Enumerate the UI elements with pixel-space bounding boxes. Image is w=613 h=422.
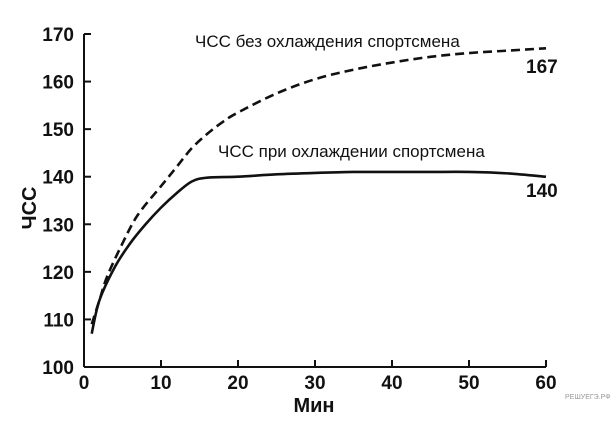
y-tick-label: 120 <box>42 263 74 284</box>
x-tick-label: 30 <box>304 373 325 394</box>
y-tick-label: 170 <box>42 25 74 46</box>
y-tick-label: 100 <box>42 358 74 379</box>
y-tick-label: 140 <box>42 168 74 189</box>
x-tick-label: 20 <box>227 373 248 394</box>
y-tick-label: 150 <box>42 120 74 141</box>
series-line-no-cooling <box>90 46 547 325</box>
end-label-cooling: 140 <box>526 181 558 202</box>
x-tick-label: 50 <box>458 373 479 394</box>
x-tick-label: 10 <box>150 373 171 394</box>
series-lines <box>90 46 547 334</box>
x-axis-label: Мин <box>293 395 334 417</box>
x-tick-label: 40 <box>381 373 402 394</box>
axes <box>83 34 546 368</box>
y-tick-label: 130 <box>42 215 74 236</box>
x-tick-label: 0 <box>79 373 90 394</box>
y-axis-label: ЧСС <box>19 187 41 230</box>
series-label-cooling: ЧСС при охлаждении спортсмена <box>218 142 485 161</box>
end-label-no-cooling: 167 <box>526 57 558 78</box>
ticks: 100 110 120 130 140 150 160 170 0 10 20 30 40 50 60 <box>42 25 556 394</box>
watermark: РЕШУЕГЭ.РФ <box>565 394 611 401</box>
y-tick-label: 110 <box>43 310 74 331</box>
series-label-no-cooling: ЧСС без охлаждения спортсмена <box>195 32 460 51</box>
y-tick-label: 160 <box>42 73 74 94</box>
x-tick-label: 60 <box>535 373 556 394</box>
series-line-cooling <box>90 170 547 334</box>
